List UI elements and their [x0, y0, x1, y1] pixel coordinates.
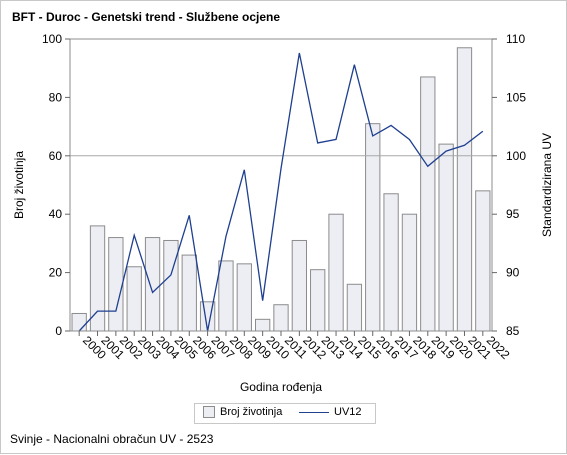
bar-2016	[365, 123, 381, 332]
y2-tick-label: 85	[506, 324, 520, 338]
legend-item-line: UV12	[299, 406, 362, 418]
bar-2015	[346, 283, 363, 332]
legend-bar-label: Broj životinja	[220, 406, 283, 418]
y2-tick-label: 95	[506, 207, 520, 221]
bar-2010	[255, 318, 271, 332]
bar-2000	[71, 312, 87, 332]
y-tick-label: 40	[49, 207, 63, 221]
y-tick-label: 0	[55, 324, 62, 338]
y-tick-label: 100	[42, 32, 62, 46]
y-tick-label: 60	[49, 149, 63, 163]
legend: Broj životinja UV12	[194, 403, 376, 424]
bars-layer	[71, 47, 491, 332]
y2-tick-label: 100	[506, 149, 526, 163]
y2-tick-label: 110	[506, 32, 525, 46]
y-axis-label: Broj životinja	[12, 151, 26, 219]
y2-tick-label: 105	[506, 90, 526, 104]
bar-2018	[401, 213, 418, 332]
footnote: Svinje - Nacionalni obračun UV - 2523	[10, 432, 214, 446]
bar-2006	[181, 254, 197, 332]
bar-2009	[236, 263, 252, 332]
bar-2002	[108, 237, 124, 332]
bar-2003	[126, 266, 142, 332]
bar-2021	[456, 47, 473, 332]
y2-tick-label: 90	[506, 266, 520, 280]
bar-2017	[383, 193, 399, 332]
y2-axis-label: Standardizirana UV	[540, 133, 554, 237]
y-tick-label: 80	[49, 90, 63, 104]
bar-2019	[420, 76, 436, 332]
bar-2011	[273, 304, 289, 332]
legend-bar-swatch	[203, 406, 215, 418]
bar-2014	[328, 213, 344, 332]
bar-2001	[89, 225, 106, 332]
uv12-line	[78, 52, 484, 332]
y-tick-label: 20	[49, 266, 63, 280]
bar-2020	[438, 143, 454, 332]
bar-2004	[144, 237, 161, 332]
legend-item-bar: Broj životinja	[203, 406, 282, 418]
chart-title: BFT - Duroc - Genetski trend - Službene …	[12, 10, 281, 24]
bar-2005	[163, 239, 179, 332]
legend-line-label: UV12	[334, 406, 362, 418]
x-axis-label: Godina rođenja	[240, 380, 322, 394]
bar-2022	[475, 190, 491, 332]
bar-2013	[310, 269, 326, 332]
bar-2008	[218, 260, 234, 332]
legend-line-swatch	[299, 411, 329, 413]
bar-2012	[291, 239, 308, 332]
